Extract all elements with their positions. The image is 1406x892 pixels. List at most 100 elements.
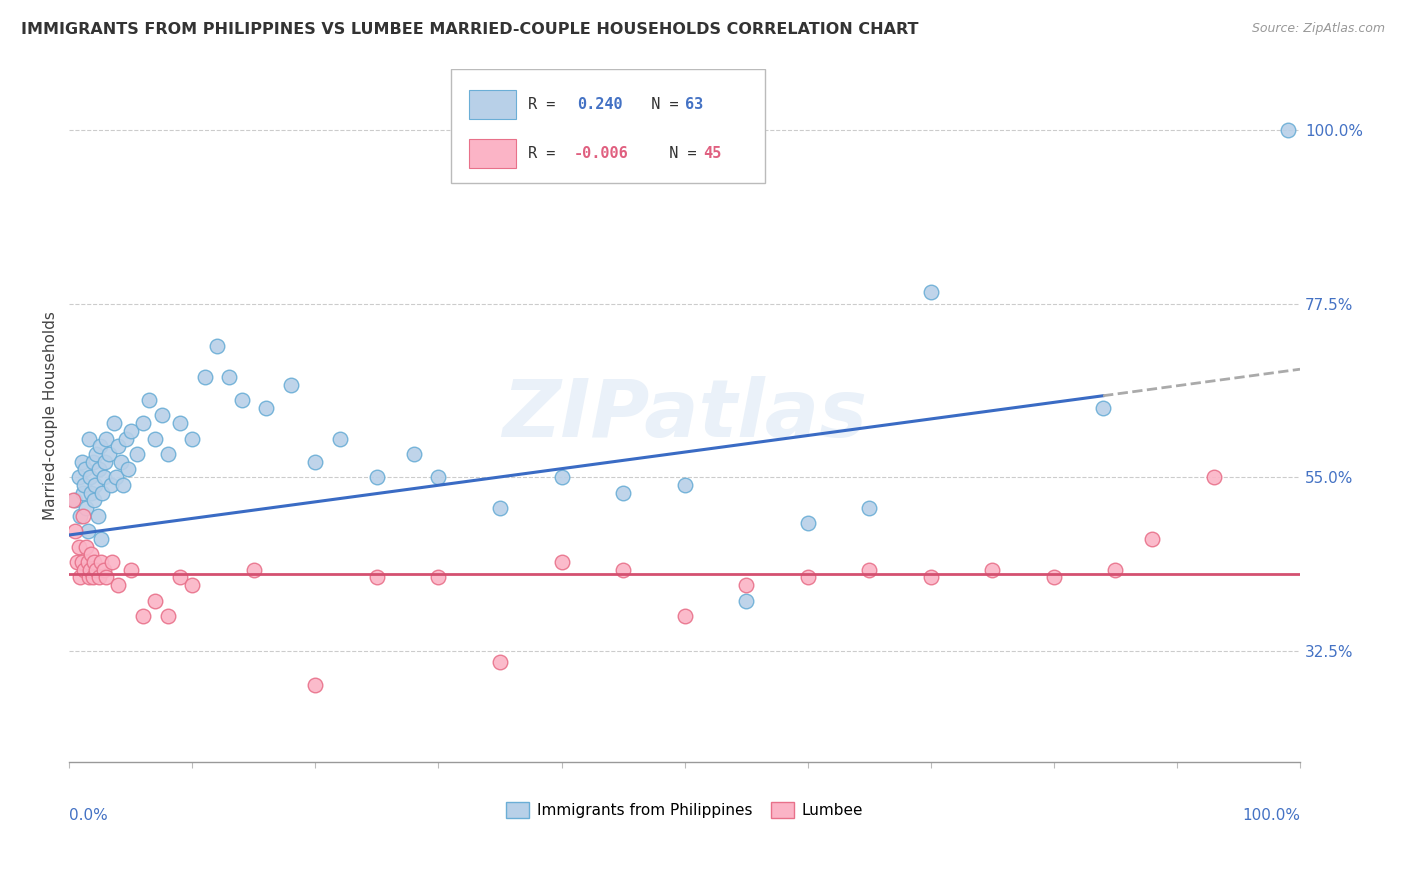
Point <box>120 424 142 438</box>
Point <box>304 678 326 692</box>
Point <box>90 555 112 569</box>
Point <box>673 609 696 624</box>
Point <box>858 563 880 577</box>
Point <box>132 416 155 430</box>
Point <box>94 455 117 469</box>
Point <box>110 455 132 469</box>
Point <box>75 501 97 516</box>
Point <box>84 478 107 492</box>
Point <box>65 524 87 538</box>
Text: 100.0%: 100.0% <box>1241 807 1301 822</box>
Point <box>150 409 173 423</box>
Point <box>67 540 90 554</box>
Point <box>65 555 87 569</box>
Point <box>156 447 179 461</box>
Text: 0.0%: 0.0% <box>69 807 108 822</box>
Point <box>194 370 217 384</box>
Text: IMMIGRANTS FROM PHILIPPINES VS LUMBEE MARRIED-COUPLE HOUSEHOLDS CORRELATION CHAR: IMMIGRANTS FROM PHILIPPINES VS LUMBEE MA… <box>21 22 918 37</box>
Point <box>67 470 90 484</box>
Point <box>280 377 302 392</box>
Text: R =: R = <box>529 145 565 161</box>
Point <box>77 570 100 584</box>
Point <box>981 563 1004 577</box>
Point <box>304 455 326 469</box>
Point <box>82 570 104 584</box>
Point <box>858 501 880 516</box>
Point <box>76 555 98 569</box>
Point <box>90 532 112 546</box>
Point <box>75 540 97 554</box>
FancyBboxPatch shape <box>470 138 516 168</box>
Point <box>100 478 122 492</box>
Point <box>62 493 84 508</box>
Point <box>673 478 696 492</box>
Point <box>73 478 96 492</box>
Point <box>796 570 818 584</box>
Point <box>87 462 110 476</box>
Point <box>83 555 105 569</box>
Text: Source: ZipAtlas.com: Source: ZipAtlas.com <box>1251 22 1385 36</box>
Point <box>612 563 634 577</box>
Point <box>735 578 758 592</box>
Point <box>489 501 512 516</box>
Point <box>87 570 110 584</box>
Point <box>1277 123 1299 137</box>
Point <box>77 432 100 446</box>
FancyBboxPatch shape <box>470 90 516 120</box>
Point <box>93 563 115 577</box>
Point <box>735 593 758 607</box>
Point <box>920 570 942 584</box>
Point <box>254 401 277 415</box>
Point <box>115 432 138 446</box>
Point <box>1092 401 1115 415</box>
Point <box>243 563 266 577</box>
Point <box>427 570 450 584</box>
Point <box>76 524 98 538</box>
Y-axis label: Married-couple Households: Married-couple Households <box>44 311 58 520</box>
Point <box>1043 570 1066 584</box>
Point <box>1104 563 1126 577</box>
Point <box>96 432 118 446</box>
Point <box>70 455 93 469</box>
Point <box>107 578 129 592</box>
Point <box>427 470 450 484</box>
Point <box>79 470 101 484</box>
Text: ZIPatlas: ZIPatlas <box>502 376 868 455</box>
Point <box>107 439 129 453</box>
Point <box>169 416 191 430</box>
Point <box>103 416 125 430</box>
Point <box>181 578 204 592</box>
Text: N =: N = <box>651 145 706 161</box>
Legend: Immigrants from Philippines, Lumbee: Immigrants from Philippines, Lumbee <box>501 796 869 824</box>
Point <box>80 547 103 561</box>
Point <box>101 555 124 569</box>
Text: R =: R = <box>529 97 574 112</box>
Point <box>82 455 104 469</box>
Text: 63: 63 <box>685 97 703 112</box>
Point <box>72 485 94 500</box>
Point <box>550 555 572 569</box>
Point <box>91 485 114 500</box>
Point <box>205 339 228 353</box>
Point <box>117 462 139 476</box>
Point <box>84 563 107 577</box>
Point <box>218 370 240 384</box>
Point <box>181 432 204 446</box>
Point <box>132 609 155 624</box>
Point <box>138 392 160 407</box>
Point <box>83 493 105 508</box>
Point <box>366 470 388 484</box>
Point <box>93 470 115 484</box>
Point <box>402 447 425 461</box>
Point <box>105 470 128 484</box>
Point <box>69 570 91 584</box>
Point <box>79 563 101 577</box>
Point <box>80 485 103 500</box>
Point <box>70 555 93 569</box>
Point <box>112 478 135 492</box>
Point <box>920 285 942 299</box>
FancyBboxPatch shape <box>451 69 765 183</box>
Point <box>169 570 191 584</box>
Point <box>550 470 572 484</box>
Point <box>96 570 118 584</box>
